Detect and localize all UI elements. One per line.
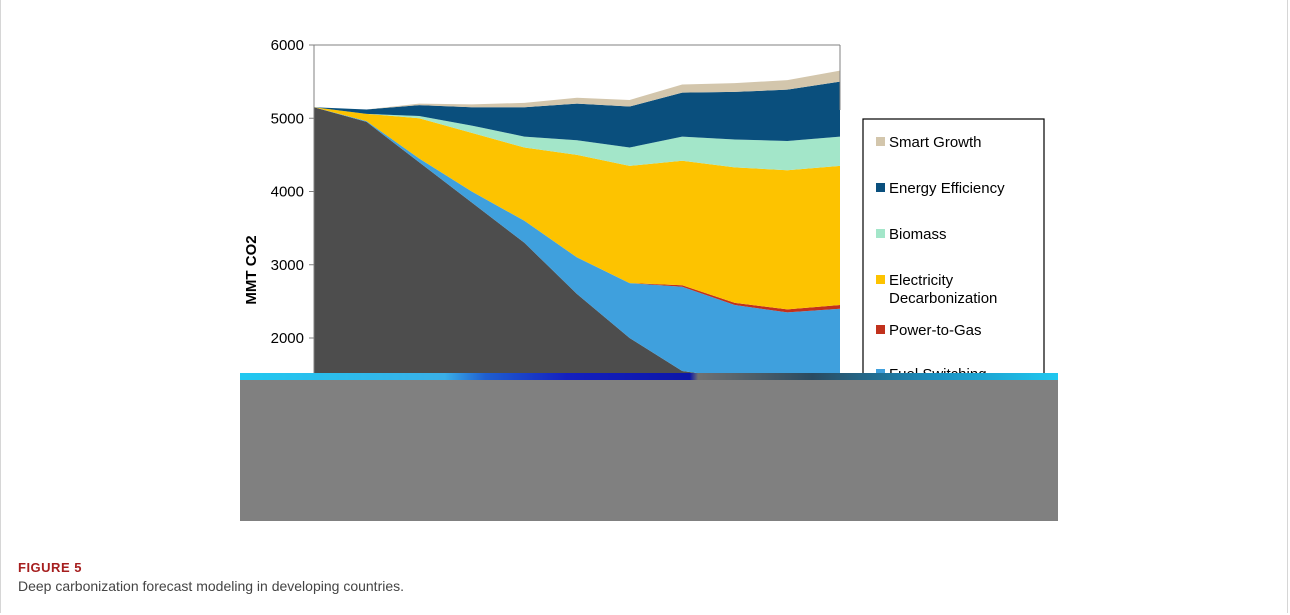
legend-item-biomass: Biomass — [876, 226, 947, 243]
area-series-fuel-switching — [314, 107, 840, 375]
y-tick-labels: 6000 5000 4000 3000 2000 — [271, 37, 314, 347]
y-axis — [313, 44, 841, 375]
legend-label: Biomass — [889, 226, 947, 243]
legend-label: Fuel Switching — [889, 366, 987, 375]
figure-label: FIGURE 5 — [18, 560, 82, 575]
area-series-biomass — [314, 107, 840, 171]
legend-label: Smart Growth — [889, 134, 982, 151]
chart-areas — [314, 70, 840, 375]
area-series-electricity-decarbonization — [314, 107, 840, 310]
legend-label: Electricity Decarbonization — [889, 272, 997, 307]
occluded-region — [240, 373, 1058, 521]
occluded-region-edge — [240, 373, 1058, 380]
legend-swatch — [876, 229, 885, 238]
area-series-energy-efficiency — [314, 81, 840, 148]
legend-item-electricity-decarbonization: Electricity Decarbonization — [876, 272, 997, 307]
legend-label: Power-to-Gas — [889, 322, 982, 339]
legend-box — [862, 118, 1045, 375]
legend-item-energy-efficiency: Energy Efficiency — [876, 180, 1005, 197]
y-tick-label: 2000 — [271, 330, 304, 347]
y-axis-label: MMT CO2 — [243, 235, 260, 304]
legend-swatch — [876, 325, 885, 334]
legend-item-fuel-switching: Fuel Switching — [876, 366, 987, 375]
stacked-area-chart: 6000 5000 4000 3000 2000 MMT CO2 Smart Growt… — [243, 37, 1045, 375]
legend-item-smart-growth: Smart Growth — [876, 134, 982, 151]
y-tick-label: 5000 — [271, 110, 304, 127]
y-tick-label: 6000 — [271, 37, 304, 54]
figure-caption-text: Deep carbonization forecast modeling in … — [18, 578, 405, 594]
legend-swatch — [876, 183, 885, 192]
y-tick-label: 4000 — [271, 184, 304, 201]
y-tick-label: 3000 — [271, 257, 304, 274]
legend-label: Energy Efficiency — [889, 180, 1005, 197]
legend-swatch — [876, 369, 885, 375]
area-series-smart-growth — [314, 70, 840, 110]
legend-swatch — [876, 137, 885, 146]
legend-item-power-to-gas: Power-to-Gas — [876, 322, 982, 339]
legend-swatch — [876, 275, 885, 284]
figure-caption: FIGURE 5 Deep carbonization forecast mod… — [18, 560, 404, 594]
chart-legend: Smart Growth Energy Efficiency Biomass Elec… — [862, 118, 1045, 375]
area-series-base — [314, 107, 840, 375]
